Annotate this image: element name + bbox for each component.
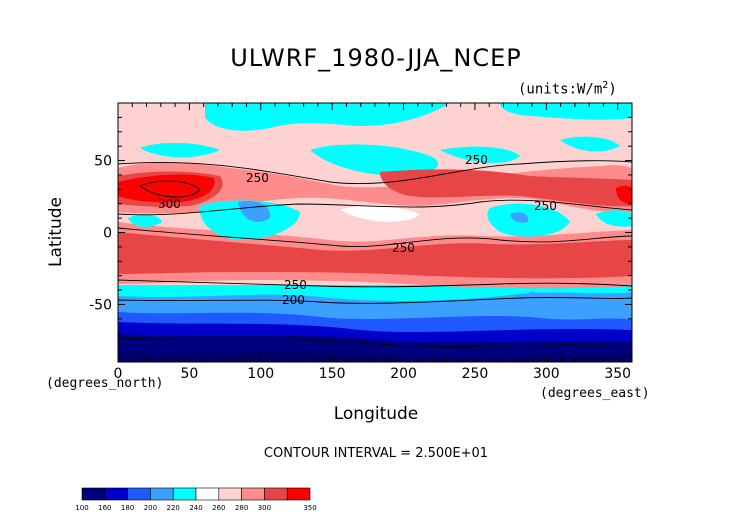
contour-interval-label: CONTOUR INTERVAL = 2.500E+01 xyxy=(263,446,489,461)
contour-label: 250 xyxy=(534,199,557,213)
colorbar-label: 100 xyxy=(75,504,88,512)
colorbar-label: 180 xyxy=(121,504,134,512)
y-tick-label: 50 xyxy=(94,154,112,170)
patch-hot-north-2 xyxy=(380,169,632,207)
contour-250-equator xyxy=(118,227,632,248)
x-unit-label: (degrees_east) xyxy=(540,386,650,401)
patch-cyan-arctic xyxy=(205,103,450,131)
colorbar-swatch xyxy=(241,487,265,501)
x-tick-label: 350 xyxy=(604,366,631,382)
x-tick-label: 0 xyxy=(114,366,123,382)
y-unit-label: (degrees_north) xyxy=(46,376,164,391)
colorbar-label: 300 xyxy=(258,504,271,512)
patch-blue-south-america xyxy=(526,291,539,305)
colorbar-swatch xyxy=(81,487,106,501)
x-tick-label: 200 xyxy=(390,366,417,382)
patch-white-pacific xyxy=(340,205,420,222)
y-tick-label: -50 xyxy=(89,297,112,313)
colorbar-label: 220 xyxy=(167,504,180,512)
field-layer xyxy=(118,103,632,362)
colorbar-swatch xyxy=(150,487,174,501)
contour-150-south xyxy=(118,337,632,347)
colorbar-swatch xyxy=(104,487,128,501)
colorbar-label: 160 xyxy=(98,504,111,512)
colorbar-swatch xyxy=(264,487,288,501)
patch-cyan-africa xyxy=(128,214,162,227)
colorbar: 100 160 180 200 220 240 260 280 300 350 xyxy=(75,487,317,512)
colorbar-label: 260 xyxy=(212,504,225,512)
colorbar-swatch xyxy=(286,487,311,501)
x-tick-label: 300 xyxy=(533,366,560,382)
contour-label: 250 xyxy=(284,278,307,292)
colorbar-swatch xyxy=(195,487,220,501)
contour-200-south xyxy=(118,296,632,304)
contour-label: 250 xyxy=(392,241,415,255)
patch-cyan-north-1 xyxy=(140,142,220,158)
x-tick-label: 100 xyxy=(247,366,274,382)
contour-300-north xyxy=(139,180,201,198)
x-tick-label: 150 xyxy=(319,366,346,382)
patch-cyan-arctic-east xyxy=(500,103,632,120)
colorbar-label: 240 xyxy=(189,504,202,512)
contour-labels: 250 250 250 250 250 200 300 xyxy=(158,153,557,307)
colorbar-swatch xyxy=(218,487,242,501)
contour-label: 250 xyxy=(465,153,488,167)
patch-cyan-north-3 xyxy=(440,146,520,163)
contour-label: 250 xyxy=(246,171,269,185)
x-tick-label: 250 xyxy=(462,366,489,382)
patch-cyan-north-2 xyxy=(310,144,439,177)
contour-250-subtropics xyxy=(118,199,632,216)
patch-cyan-east xyxy=(596,210,632,227)
x-axis-label: Longitude xyxy=(333,404,419,424)
colorbar-swatch xyxy=(172,487,197,501)
colorbar-label: 200 xyxy=(144,504,157,512)
y-tick-label: 0 xyxy=(103,226,112,242)
contour-label: 200 xyxy=(282,293,305,307)
colorbar-swatch xyxy=(127,487,151,501)
contour-250-north xyxy=(118,160,632,185)
contour-250-south xyxy=(118,279,632,288)
colorbar-label: 280 xyxy=(235,504,248,512)
contour-label: 300 xyxy=(158,197,181,211)
patch-cyan-north-4 xyxy=(560,136,620,152)
units-label: (units:W/m2) xyxy=(518,80,617,98)
patch-blue-america xyxy=(510,212,529,223)
x-tick-label: 50 xyxy=(180,366,198,382)
colorbar-label: 350 xyxy=(303,504,316,512)
band-hot-tropics xyxy=(118,232,632,279)
patch-cyan-america xyxy=(487,203,570,237)
chart-title: ULWRF_1980-JJA_NCEP xyxy=(230,44,522,72)
patch-hottest-east xyxy=(616,185,632,204)
